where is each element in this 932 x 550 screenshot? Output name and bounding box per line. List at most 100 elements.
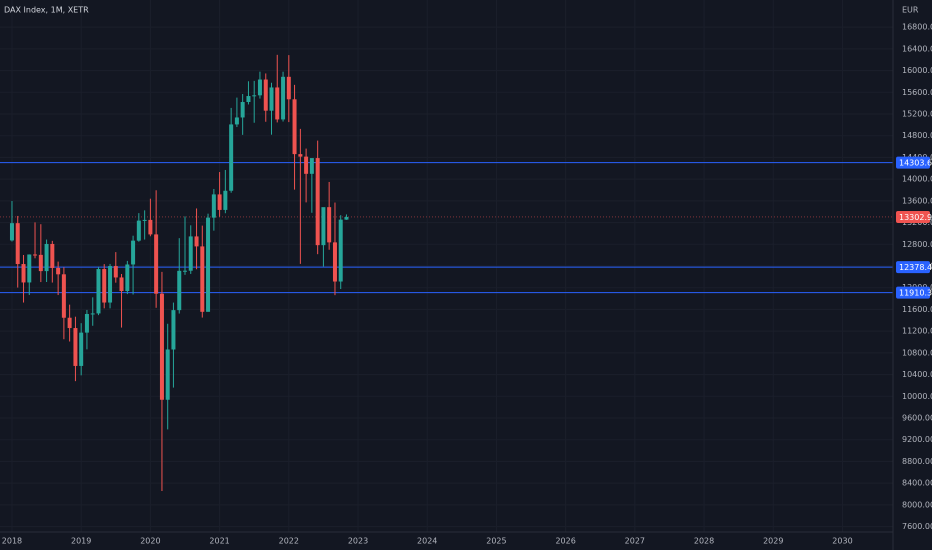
y-tick-label: 8800.00 bbox=[902, 457, 932, 466]
candle-body bbox=[286, 76, 291, 100]
candle-body bbox=[131, 240, 136, 265]
candle-body bbox=[79, 332, 84, 366]
price-tag-label: 12378.48 bbox=[899, 263, 932, 272]
candle-body bbox=[332, 242, 337, 282]
candle-body bbox=[108, 266, 113, 303]
candle-body bbox=[50, 243, 55, 268]
candle-body bbox=[38, 254, 43, 272]
price-tag bbox=[896, 210, 930, 223]
x-tick-label: 2023 bbox=[348, 537, 368, 546]
y-tick-label: 16800.00 bbox=[902, 23, 932, 32]
candle-body bbox=[102, 269, 107, 303]
candle-body bbox=[338, 219, 343, 282]
candle-body bbox=[33, 254, 38, 256]
y-tick-label: 7600.00 bbox=[902, 522, 932, 531]
candle-body bbox=[344, 216, 349, 220]
price-tag bbox=[896, 156, 930, 169]
candle-body bbox=[182, 270, 187, 272]
candle-body bbox=[73, 328, 78, 366]
y-tick-label: 13600.00 bbox=[902, 196, 932, 205]
candle-body bbox=[61, 274, 66, 318]
y-tick-label: 8400.00 bbox=[902, 479, 932, 488]
y-tick-label: 14000.00 bbox=[902, 175, 932, 184]
x-tick-label: 2027 bbox=[625, 537, 645, 546]
y-tick-label: 15600.00 bbox=[902, 88, 932, 97]
x-tick-label: 2028 bbox=[694, 537, 714, 546]
candle-body bbox=[154, 234, 159, 294]
candle-body bbox=[9, 223, 14, 241]
price-tag-label: 13302.97 bbox=[899, 213, 932, 222]
candle-body bbox=[119, 277, 124, 292]
candle-body bbox=[246, 96, 251, 103]
candle-body bbox=[56, 267, 61, 275]
candle-body bbox=[298, 154, 303, 157]
candles bbox=[9, 54, 349, 491]
candle-body bbox=[223, 190, 228, 210]
candle-body bbox=[142, 219, 147, 221]
candle-body bbox=[15, 223, 20, 265]
x-tick-label: 2029 bbox=[763, 537, 783, 546]
y-tick-label: 9200.00 bbox=[902, 435, 932, 444]
candle-body bbox=[27, 254, 32, 283]
y-tick-label: 10800.00 bbox=[902, 348, 932, 357]
y-tick-label: 8000.00 bbox=[902, 500, 932, 509]
candle-body bbox=[257, 79, 262, 96]
x-tick-label: 2030 bbox=[832, 537, 852, 546]
candle-body bbox=[327, 207, 332, 243]
candle-body bbox=[229, 124, 234, 191]
candle-body bbox=[304, 156, 309, 174]
y-tick-label: 11200.00 bbox=[902, 327, 932, 336]
y-tick-label: 16000.00 bbox=[902, 66, 932, 75]
x-tick-label: 2024 bbox=[417, 537, 437, 546]
candle-body bbox=[240, 102, 245, 118]
candle-body bbox=[148, 219, 153, 235]
candle-body bbox=[136, 220, 141, 241]
candle-body bbox=[269, 87, 274, 111]
candle-body bbox=[21, 264, 26, 283]
y-tick-label: 12800.00 bbox=[902, 240, 932, 249]
candle-body bbox=[113, 266, 118, 278]
x-tick-label: 2019 bbox=[71, 537, 91, 546]
candle-body bbox=[263, 79, 268, 111]
candle-body bbox=[125, 264, 130, 292]
y-tick-label: 10000.00 bbox=[902, 392, 932, 401]
x-tick-label: 2022 bbox=[279, 537, 299, 546]
y-tick-label: 15200.00 bbox=[902, 110, 932, 119]
price-tag bbox=[896, 261, 930, 274]
y-tick-label: 16400.00 bbox=[902, 44, 932, 53]
candle-body bbox=[44, 243, 49, 272]
x-tick-label: 2020 bbox=[140, 537, 160, 546]
x-tick-label: 2025 bbox=[486, 537, 506, 546]
candle-body bbox=[292, 99, 297, 155]
candle-body bbox=[194, 236, 199, 247]
candle-body bbox=[90, 313, 95, 315]
candle-body bbox=[165, 349, 170, 400]
y-tick-label: 9600.00 bbox=[902, 414, 932, 423]
candle-body bbox=[159, 293, 164, 400]
price-tag bbox=[896, 286, 930, 299]
candle-body bbox=[171, 310, 176, 350]
candle-body bbox=[84, 313, 89, 333]
y-tick-label: 11600.00 bbox=[902, 305, 932, 314]
candle-body bbox=[67, 317, 72, 329]
currency-label: EUR bbox=[902, 6, 919, 15]
candle-body bbox=[315, 158, 320, 246]
candle-body bbox=[252, 95, 257, 97]
x-tick-label: 2018 bbox=[2, 537, 22, 546]
candle-body bbox=[234, 117, 239, 125]
candle-body bbox=[275, 87, 280, 120]
y-tick-label: 10400.00 bbox=[902, 370, 932, 379]
candle-body bbox=[188, 236, 193, 271]
candle-body bbox=[96, 269, 101, 314]
candle-body bbox=[211, 194, 216, 218]
candle-body bbox=[281, 76, 286, 120]
price-tag-label: 11910.38 bbox=[899, 289, 932, 298]
price-lines bbox=[0, 162, 893, 294]
candle-body bbox=[321, 207, 326, 246]
candle-body bbox=[309, 158, 314, 174]
candle-body bbox=[217, 194, 222, 210]
